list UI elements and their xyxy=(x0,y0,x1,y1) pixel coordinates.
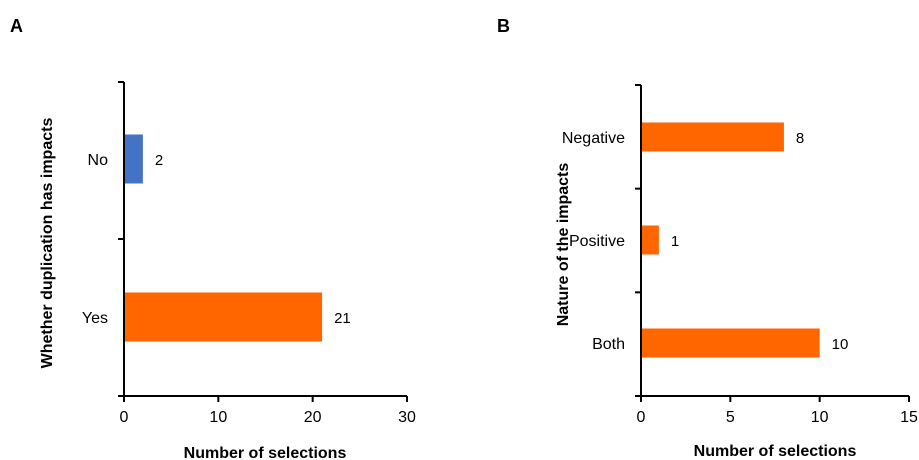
panel-a: A 0 10 20 30 No 2 Yes 21 Number of selections Whet… xyxy=(10,16,416,460)
category-label: Both xyxy=(592,336,625,353)
category-label: Positive xyxy=(569,233,625,250)
x-tick-label: 30 xyxy=(398,409,416,426)
data-label: 1 xyxy=(671,233,679,250)
x-tick-label: 0 xyxy=(637,409,646,426)
panel-b: B 0 5 10 15 Negative 8 Positive 1 Both 10 Number of… xyxy=(497,16,918,460)
bar-both xyxy=(642,328,820,358)
category-label: Yes xyxy=(82,310,108,327)
x-axis-title: Number of selections xyxy=(184,445,347,460)
category-label: No xyxy=(88,152,109,169)
y-axis-title: Nature of the impacts xyxy=(555,163,572,327)
bar-positive xyxy=(642,225,659,255)
data-label: 21 xyxy=(334,310,351,327)
x-axis-title: Number of selections xyxy=(694,443,857,460)
category-label: Negative xyxy=(562,130,625,147)
data-label: 2 xyxy=(155,152,163,169)
data-label: 8 xyxy=(796,130,804,147)
x-tick-label: 10 xyxy=(209,409,227,426)
x-tick-label: 5 xyxy=(726,409,735,426)
x-tick-label: 0 xyxy=(120,409,129,426)
x-tick-label: 20 xyxy=(304,409,322,426)
x-tick-label: 10 xyxy=(811,409,829,426)
y-axis-title: Whether duplication has impacts xyxy=(39,118,56,369)
bar-negative xyxy=(642,122,784,152)
panel-letter: A xyxy=(10,16,23,36)
bar-yes xyxy=(125,292,323,342)
data-label: 10 xyxy=(832,336,849,353)
x-tick-label: 15 xyxy=(900,409,918,426)
bar-no xyxy=(125,134,143,184)
panel-letter: B xyxy=(497,16,510,36)
